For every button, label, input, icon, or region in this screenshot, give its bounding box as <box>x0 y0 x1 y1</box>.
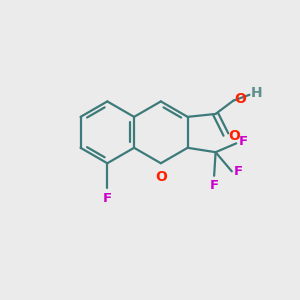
Text: O: O <box>228 129 240 143</box>
Text: F: F <box>238 135 248 148</box>
Text: F: F <box>234 165 243 178</box>
Text: O: O <box>235 92 247 106</box>
Text: H: H <box>251 86 263 100</box>
Text: F: F <box>103 192 112 205</box>
Text: O: O <box>155 170 167 184</box>
Text: F: F <box>210 179 219 192</box>
